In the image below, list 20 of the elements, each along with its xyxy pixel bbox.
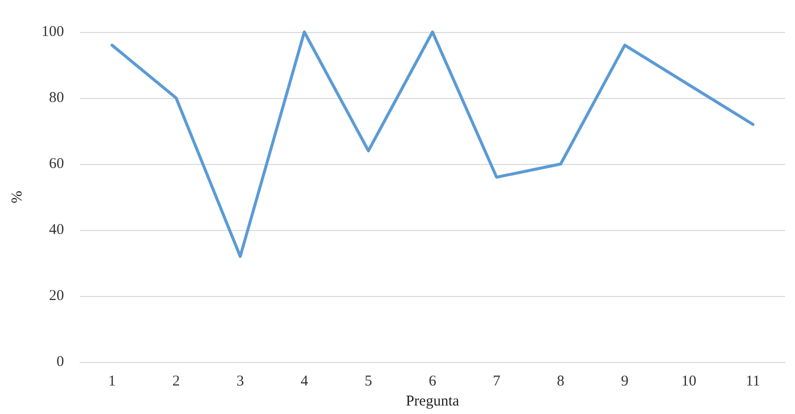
x-tick-label: 3	[236, 374, 244, 390]
line-series	[110, 30, 754, 258]
x-tick-label: 6	[428, 374, 437, 390]
y-tick-label: 20	[49, 288, 64, 304]
y-axis-title: %	[10, 190, 26, 204]
y-tick-label: 0	[56, 354, 64, 370]
x-tick-label: 2	[172, 374, 180, 390]
x-tick-label: 11	[746, 374, 760, 390]
x-axis-title: Pregunta	[406, 394, 460, 410]
x-tick-label: 8	[556, 374, 564, 390]
y-tick-label: 80	[49, 90, 64, 106]
x-tick-label: 5	[364, 374, 372, 390]
x-tick-label: 1	[108, 374, 116, 390]
x-tick-label: 7	[492, 374, 501, 390]
y-tick-label: 40	[49, 222, 64, 238]
x-tick-label: 9	[621, 374, 629, 390]
x-tick-label: 10	[681, 374, 696, 390]
x-tick-label: 4	[300, 374, 309, 390]
y-tick-label: 100	[42, 24, 64, 40]
y-tick-label: 60	[49, 156, 64, 172]
